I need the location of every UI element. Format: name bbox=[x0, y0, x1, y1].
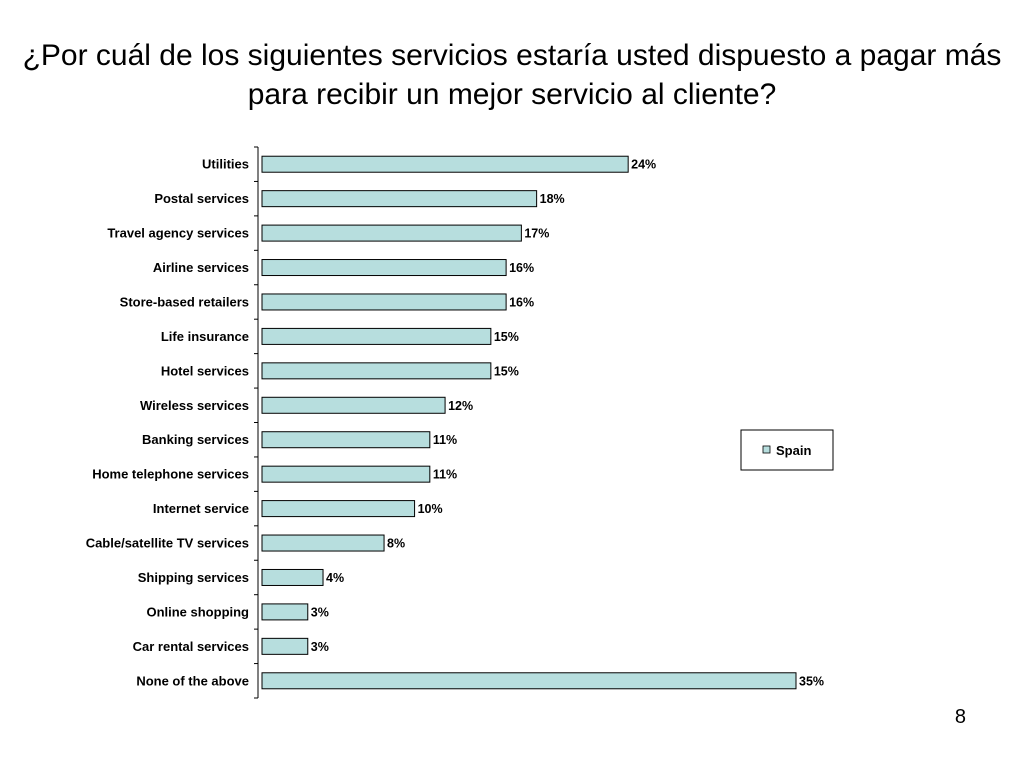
slide-title: ¿Por cuál de los siguientes servicios es… bbox=[22, 39, 1002, 111]
bar-car-rental-services bbox=[261, 637, 309, 655]
category-label: None of the above bbox=[136, 673, 249, 688]
value-label: 3% bbox=[311, 605, 329, 619]
category-label: Cable/satellite TV services bbox=[86, 536, 249, 551]
category-label: Travel agency services bbox=[107, 226, 249, 241]
legend: Spain bbox=[740, 429, 834, 471]
legend-box bbox=[740, 429, 834, 471]
value-label: 35% bbox=[799, 674, 824, 688]
bar-hotel-services bbox=[261, 362, 492, 380]
category-label: Airline services bbox=[153, 260, 249, 275]
value-label: 4% bbox=[326, 571, 344, 585]
bar-store-based-retailers bbox=[261, 293, 507, 311]
category-label: Internet service bbox=[153, 501, 249, 516]
bar-internet-service bbox=[261, 500, 416, 518]
value-label: 15% bbox=[494, 364, 519, 378]
value-label: 16% bbox=[509, 261, 534, 275]
value-label: 18% bbox=[540, 192, 565, 206]
category-label: Utilities bbox=[202, 157, 249, 172]
legend-swatch bbox=[762, 445, 771, 454]
bar-home-telephone-services bbox=[261, 465, 431, 483]
category-label: Postal services bbox=[154, 191, 249, 206]
value-label: 12% bbox=[448, 399, 473, 413]
category-label: Home telephone services bbox=[92, 467, 249, 482]
bar-airline-services bbox=[261, 259, 507, 277]
value-label: 17% bbox=[524, 227, 549, 241]
value-label: 3% bbox=[311, 640, 329, 654]
bar-none-of-the-above bbox=[261, 672, 797, 690]
value-label: 11% bbox=[433, 468, 457, 482]
category-label: Online shopping bbox=[146, 604, 249, 619]
category-labels: Utilities Postal services Travel agency se… bbox=[86, 157, 249, 689]
value-label: 11% bbox=[433, 433, 457, 447]
bar-travel-agency-services bbox=[261, 224, 522, 242]
bar-postal-services bbox=[261, 190, 538, 208]
value-label: 15% bbox=[494, 330, 519, 344]
bar-cable-satellite-tv-services bbox=[261, 534, 385, 552]
value-labels: 24% 18% 17% 16% 16% 15% 15% 12% 11% 11% 10% 8% 4% 3% 3… bbox=[311, 158, 824, 689]
value-label: 10% bbox=[418, 502, 443, 516]
category-label: Banking services bbox=[142, 432, 249, 447]
bar-shipping-services bbox=[261, 568, 324, 586]
bar-online-shopping bbox=[261, 603, 309, 621]
value-label: 16% bbox=[509, 295, 534, 309]
value-label: 24% bbox=[631, 158, 656, 172]
chart-bars bbox=[261, 155, 797, 690]
chart-axis bbox=[254, 146, 259, 699]
page-number: 8 bbox=[954, 706, 966, 728]
bar-banking-services bbox=[261, 431, 431, 449]
category-label: Wireless services bbox=[140, 398, 249, 413]
category-label: Hotel services bbox=[161, 363, 249, 378]
category-label: Life insurance bbox=[161, 329, 249, 344]
legend-label-spain: Spain bbox=[776, 443, 811, 458]
category-label: Shipping services bbox=[138, 570, 249, 585]
bar-wireless-services bbox=[261, 396, 446, 414]
category-label: Car rental services bbox=[133, 639, 249, 654]
bar-life-insurance bbox=[261, 327, 492, 345]
bar-utilities bbox=[261, 155, 629, 173]
category-label: Store-based retailers bbox=[120, 294, 249, 309]
value-label: 8% bbox=[387, 537, 405, 551]
